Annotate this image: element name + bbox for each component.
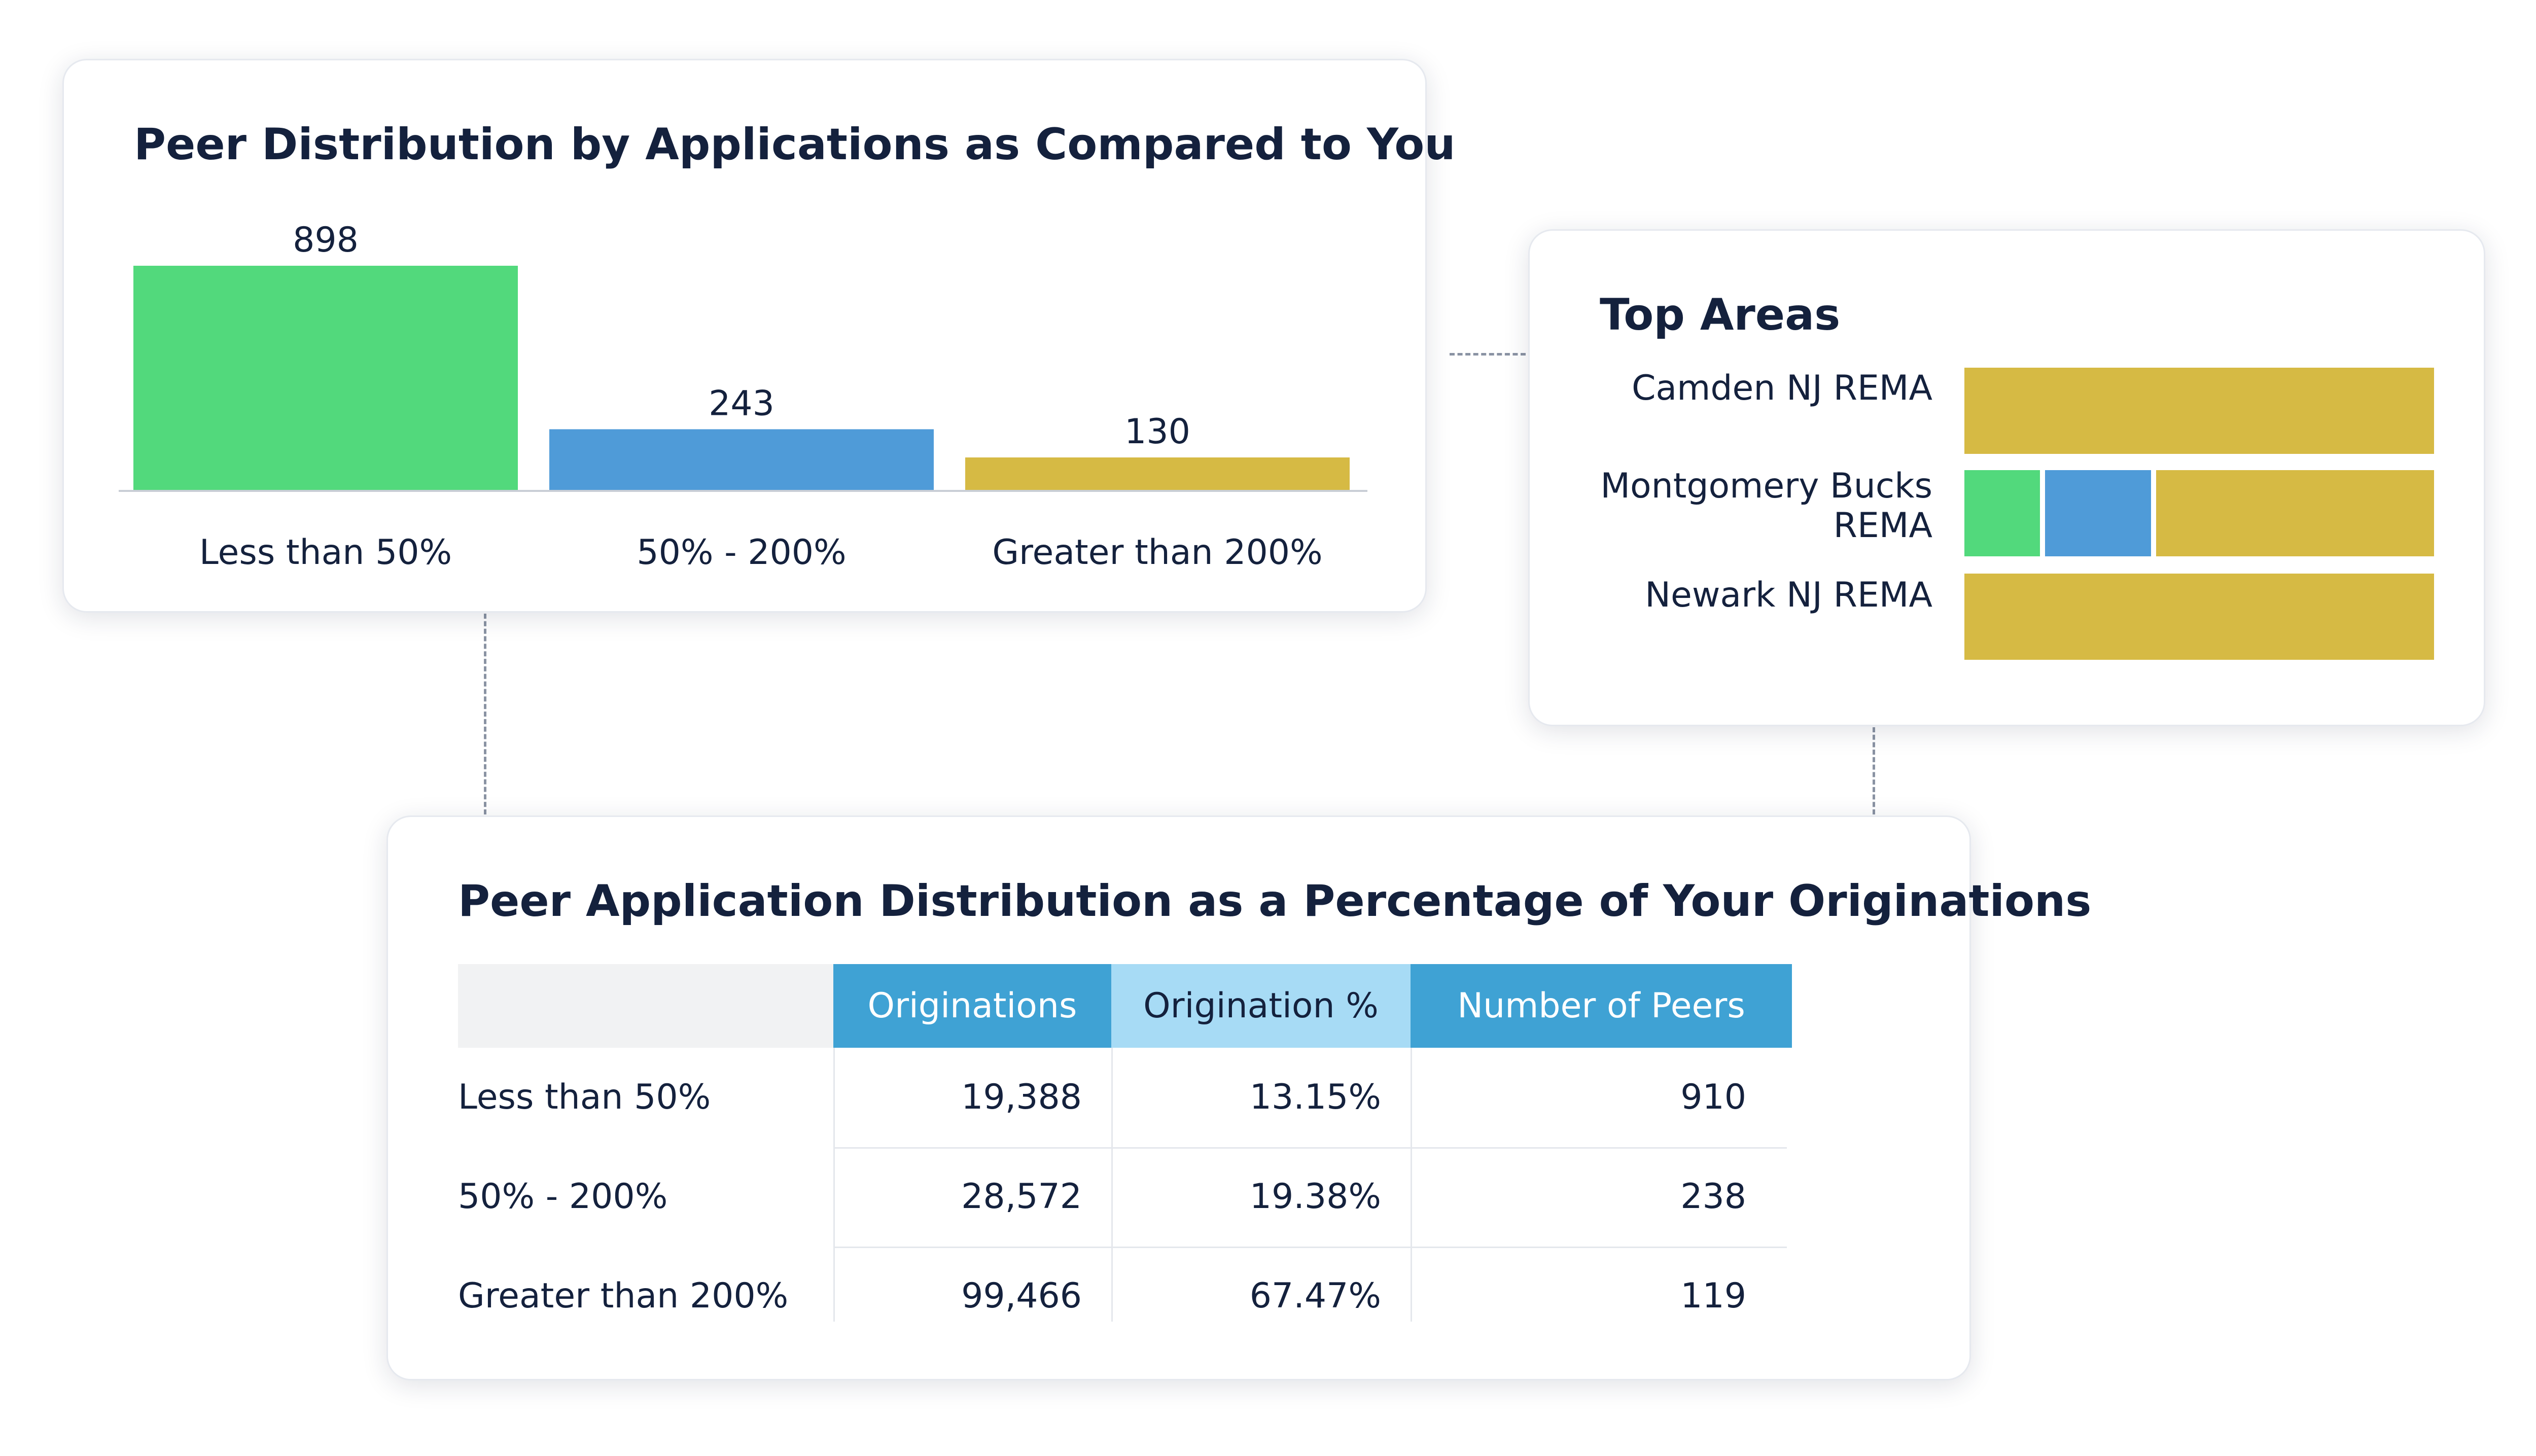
table-header-originations: Originations (833, 964, 1111, 1048)
bar-0 (133, 266, 518, 490)
table-header-blank (458, 964, 833, 1048)
table-title: Peer Application Distribution as a Perce… (458, 876, 2092, 927)
table-cell-originations: 19,388 (961, 1077, 1082, 1117)
table-cell-originations: 28,572 (961, 1177, 1082, 1217)
table-header-label: Originations (867, 986, 1077, 1026)
column-divider (1411, 1048, 1412, 1322)
table-cell-category: Less than 50% (458, 1077, 711, 1117)
table-cell-category: 50% - 200% (458, 1177, 668, 1217)
area-bar-segment (2045, 470, 2151, 556)
row-divider (833, 1147, 1787, 1149)
bar-chart-title: Peer Distribution by Applications as Com… (134, 119, 1456, 170)
bar-chart: 898 Less than 50% 243 50% - 200% 130 Greater … (119, 220, 1367, 573)
table-header-origination-pct: Origination % (1111, 964, 1411, 1048)
bar-2 (965, 457, 1350, 490)
connector-line (484, 614, 486, 814)
table-header-label: Origination % (1143, 986, 1379, 1026)
bar-chart-card: Peer Distribution by Applications as Com… (62, 59, 1456, 613)
bar-1 (549, 429, 934, 490)
table-cell-origination-pct: 19.38% (1249, 1177, 1381, 1217)
area-bar-segment (1964, 368, 2434, 454)
area-label-montgomery: Montgomery Bucks REMA (1600, 466, 1932, 546)
column-divider (1111, 1048, 1113, 1322)
connector-line (1450, 353, 1526, 356)
bar-value-label: 243 (709, 383, 774, 423)
table-header-label: Number of Peers (1457, 986, 1745, 1026)
table-cell-origination-pct: 67.47% (1249, 1276, 1381, 1316)
x-tick-label: Greater than 200% (992, 532, 1322, 573)
bar-value-label: 130 (1124, 412, 1190, 452)
bar-value-label: 898 (293, 220, 359, 260)
table-cell-number-of-peers: 910 (1680, 1077, 1746, 1117)
x-tick-label: 50% - 200% (637, 532, 846, 573)
column-divider (833, 1048, 835, 1322)
table-cell-origination-pct: 13.15% (1249, 1077, 1381, 1117)
area-bar-segment (1964, 470, 2040, 556)
area-bar-row (1964, 470, 2434, 556)
top-areas-title: Top Areas (1600, 290, 1841, 340)
area-label-camden: Camden NJ REMA (1631, 368, 1932, 408)
top-areas-card: Top Areas Camden NJ REMA Montgomery Buck… (1528, 229, 2485, 726)
table-cell-number-of-peers: 238 (1680, 1177, 1746, 1217)
table-cell-category: Greater than 200% (458, 1276, 789, 1316)
area-label-newark: Newark NJ REMA (1645, 575, 1932, 615)
connector-line (1873, 727, 1875, 814)
table-cell-originations: 99,466 (961, 1276, 1082, 1316)
area-bar-row (1964, 368, 2434, 454)
distribution-table-card: Peer Application Distribution as a Perce… (386, 815, 2091, 1380)
area-bar-row (1964, 574, 2434, 660)
table-header-number-of-peers: Number of Peers (1411, 964, 1792, 1048)
area-bar-segment (2156, 470, 2434, 556)
row-divider (833, 1247, 1787, 1248)
area-bar-segment (1964, 574, 2434, 660)
table-cell-number-of-peers: 119 (1680, 1276, 1746, 1316)
x-tick-label: Less than 50% (199, 532, 452, 573)
